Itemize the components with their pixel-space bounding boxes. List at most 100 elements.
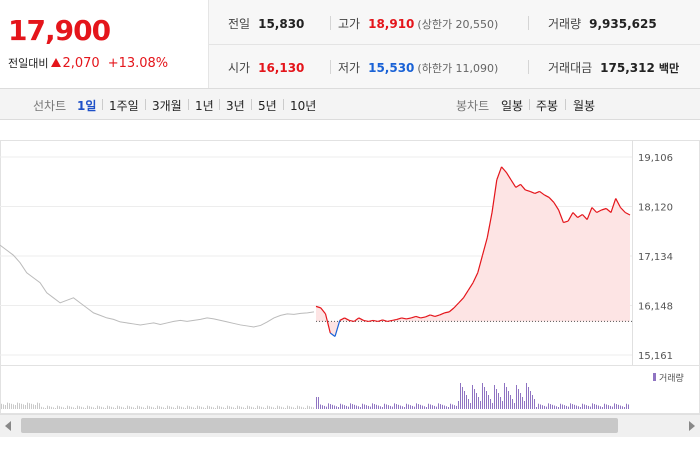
today-line-segment: [601, 207, 607, 211]
volume-bar-prev: [95, 408, 96, 409]
today-line-segment: [491, 179, 498, 213]
candle-daily-tab[interactable]: 일봉: [501, 99, 524, 113]
volume-bar-prev: [161, 406, 162, 409]
volume-bar-prev: [61, 406, 62, 409]
today-line-segment: [610, 198, 617, 213]
volume-bar-prev: [285, 408, 286, 409]
scroll-thumb[interactable]: [21, 418, 618, 433]
volume-bar-prev: [43, 407, 44, 409]
volume-bar-prev: [271, 406, 272, 409]
volume-bar-today: [456, 405, 457, 409]
volume-bar-prev: [49, 406, 50, 409]
volume-bar-prev: [231, 406, 232, 409]
volume-bar-today: [422, 405, 423, 409]
today-line-segment: [605, 208, 612, 213]
volume-bar-today: [384, 403, 385, 409]
volume-bar-today: [628, 404, 629, 409]
volume-bar-today: [610, 405, 611, 409]
volume-bar-today: [434, 405, 435, 409]
volume-bar-today: [494, 385, 495, 409]
volume-bar-today: [626, 403, 627, 409]
volume-bar-prev: [55, 408, 56, 409]
volume-bar-today: [340, 403, 341, 409]
today-line-segment: [382, 319, 388, 322]
today-line-segment: [320, 307, 326, 315]
volume-bar-today: [336, 406, 337, 409]
range-10y-tab[interactable]: 10년: [290, 99, 317, 113]
volume-bar-prev: [71, 406, 72, 409]
quote-summary: 17,900 전일대비 2,070 +13.08% 전일 15,830 고가 18,91…: [0, 0, 700, 89]
volume-bar-prev: [99, 406, 100, 409]
range-1w-tab[interactable]: 1주일: [109, 99, 139, 113]
volume-bar-today: [466, 395, 467, 409]
volume-bar-prev: [313, 407, 314, 409]
volume-bar-today: [362, 403, 363, 409]
volume-bar-prev: [263, 407, 264, 409]
volume-bar-today: [344, 405, 345, 409]
volume-bar-prev: [201, 406, 202, 409]
y-tick-label: 18,120: [638, 203, 673, 214]
volume-bar-prev: [97, 405, 98, 409]
volume-bar-prev: [251, 406, 252, 409]
up-triangle-icon: [51, 58, 62, 67]
range-5y-tab[interactable]: 5년: [258, 99, 277, 113]
volume-bar-prev: [221, 406, 222, 409]
volume-bar-prev: [135, 408, 136, 409]
volume-bar-prev: [219, 406, 220, 409]
volume-bar-today: [388, 405, 389, 409]
candle-weekly-tab[interactable]: 주봉: [536, 99, 559, 113]
volume-bar-today: [356, 405, 357, 409]
change-amount: 2,070: [62, 56, 100, 71]
today-line-segment: [510, 179, 517, 188]
volume-bar-prev: [171, 406, 172, 409]
volume-bar-prev: [137, 405, 138, 409]
volume-bar-prev: [23, 404, 24, 409]
volume-bar-today: [406, 403, 407, 409]
volume-bar-prev: [233, 407, 234, 409]
volume-bar-prev: [199, 406, 200, 409]
volume-bar-prev: [65, 408, 66, 409]
today-line-segment: [425, 314, 431, 318]
volume-bar-today: [556, 406, 557, 409]
volume-bar-today: [612, 406, 613, 409]
volume-bar-prev: [243, 407, 244, 409]
today-line-segment: [363, 319, 369, 323]
volume-bar-prev: [283, 407, 284, 409]
scroll-left-arrow-icon[interactable]: [5, 421, 11, 431]
volume-bar-prev: [227, 405, 228, 409]
stat-high: 고가 18,910 (상한가 20,550): [338, 17, 499, 31]
volume-bar-today: [598, 405, 599, 409]
volume-bar-prev: [139, 406, 140, 409]
volume-bar-today: [488, 395, 489, 409]
today-line-segment: [339, 317, 345, 321]
scroll-right-arrow-icon[interactable]: [689, 421, 695, 431]
range-3y-tab[interactable]: 3년: [226, 99, 245, 113]
chart-scrollbar[interactable]: [0, 414, 700, 437]
volume-bar-today: [354, 404, 355, 409]
today-line-segment: [548, 197, 555, 203]
today-line-segment: [358, 317, 364, 321]
volume-bar-today: [502, 401, 503, 409]
range-3m-tab[interactable]: 3개월: [152, 99, 182, 113]
volume-bar-today: [530, 391, 531, 409]
today-line-segment: [453, 302, 460, 309]
today-line-segment: [334, 320, 341, 337]
volume-bar-prev: [39, 403, 40, 409]
volume-bar-today: [318, 397, 319, 409]
range-1d-tab[interactable]: 1일: [77, 99, 97, 113]
volume-bar-today: [570, 403, 571, 409]
volume-bar-prev: [211, 406, 212, 409]
volume-bar-today: [620, 405, 621, 409]
range-1y-tab[interactable]: 1년: [195, 99, 214, 113]
volume-bar-prev: [27, 402, 28, 409]
volume-bar-today: [514, 403, 515, 409]
volume-bar-prev: [259, 406, 260, 409]
volume-bar-prev: [225, 408, 226, 409]
candle-monthly-tab[interactable]: 월봉: [573, 99, 596, 113]
volume-bar-prev: [77, 405, 78, 409]
today-line-segment: [577, 214, 583, 219]
volume-bar-prev: [89, 406, 90, 409]
volume-bar-prev: [255, 408, 256, 409]
volume-bar-prev: [127, 405, 128, 409]
volume-bar-prev: [275, 408, 276, 409]
